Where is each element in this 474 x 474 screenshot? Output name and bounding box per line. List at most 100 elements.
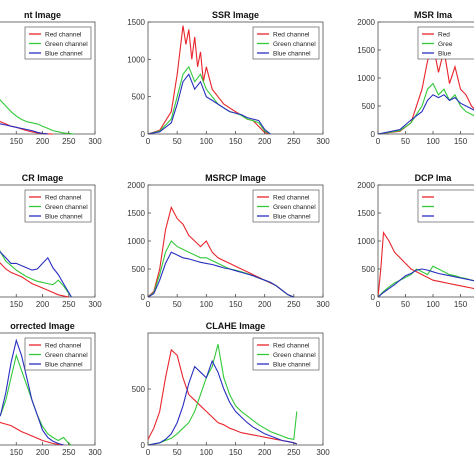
x-tick-label: 200: [36, 137, 50, 146]
x-tick-label: 150: [10, 137, 24, 146]
legend: Red channel Green channel Blue channel: [24, 337, 92, 371]
chart-title: MSRCP Image: [205, 173, 266, 183]
series-blue-line: [0, 250, 72, 298]
x-tick-label: 0: [146, 448, 151, 457]
legend-label: Blue channel: [273, 51, 311, 58]
legend-label: Red channel: [273, 32, 310, 39]
x-tick-label: 50: [401, 300, 410, 309]
x-tick-label: 100: [426, 300, 440, 309]
legend-label: Red: [438, 32, 450, 39]
legend-label: Green channel: [45, 204, 88, 211]
y-tick-label: 1000: [127, 55, 145, 64]
x-tick-label: 150: [229, 300, 243, 309]
legend-label: Red channel: [45, 32, 82, 39]
x-tick-label: 300: [88, 300, 102, 309]
x-tick-label: 250: [287, 448, 301, 457]
series-blue-line: [377, 268, 474, 298]
y-tick-label: 0: [141, 293, 146, 302]
series-blue-line: [147, 359, 297, 446]
y-tick-label: 500: [132, 385, 146, 394]
x-tick-label: 300: [316, 137, 330, 146]
series-green-line: [147, 344, 298, 446]
subplot-7: 150 200 250 300 orrected Image Red channel Gre…: [0, 321, 102, 457]
x-tick-label: 300: [88, 448, 102, 457]
y-tick-label: 1500: [357, 46, 375, 55]
y-tick-label: 500: [132, 93, 146, 102]
x-tick-label: 50: [173, 137, 182, 146]
x-tick-label: 150: [10, 448, 24, 457]
legend-label: Green channel: [45, 352, 88, 359]
legend: Red channel Green channel Blue channel: [24, 26, 92, 60]
series-green-line: [0, 249, 72, 298]
legend-label: Green channel: [45, 41, 88, 48]
x-tick-label: 200: [258, 137, 272, 146]
chart-title: DCP Ima: [415, 173, 453, 183]
x-tick-label: 250: [62, 448, 76, 457]
x-tick-label: 250: [62, 300, 76, 309]
legend-label: Blue: [438, 51, 451, 58]
x-tick-label: 300: [88, 137, 102, 146]
y-tick-label: 2000: [357, 18, 375, 27]
x-tick-label: 150: [454, 300, 468, 309]
y-tick-label: 1500: [127, 209, 145, 218]
chart-title: orrected Image: [10, 321, 75, 331]
y-tick-label: 1500: [127, 18, 145, 27]
x-tick-label: 0: [376, 137, 381, 146]
y-tick-label: 0: [141, 130, 146, 139]
y-tick-label: 500: [362, 265, 376, 274]
subplot-5: 0 50 100 150 200 250 300 0 500 1000 1500 2000 MSRCP …: [127, 173, 330, 309]
series-red-line: [0, 262, 69, 298]
y-tick-label: 2000: [127, 181, 145, 190]
x-tick-label: 100: [200, 448, 214, 457]
series-red-line: [0, 421, 64, 446]
series-green-line: [147, 65, 271, 135]
y-tick-label: 2000: [357, 181, 375, 190]
y-tick-label: 500: [362, 102, 376, 111]
legend: Red channel Green channel Blue channel: [252, 189, 320, 223]
series-green-line: [0, 98, 75, 135]
legend-label: Red channel: [45, 195, 82, 202]
chart-title: MSR Ima: [414, 10, 453, 20]
subplot-2: 0 50 100 150 200 250 300 0 500 1000 1500 SSR Image R…: [127, 10, 330, 146]
legend-label: Blue channel: [45, 51, 83, 58]
chart-title: SSR Image: [212, 10, 259, 20]
y-tick-label: 1000: [127, 237, 145, 246]
x-tick-label: 0: [146, 137, 151, 146]
x-tick-label: 50: [173, 448, 182, 457]
y-tick-label: 0: [141, 441, 146, 450]
x-tick-label: 300: [316, 448, 330, 457]
y-tick-label: 500: [132, 265, 146, 274]
legend-label: Blue channel: [45, 214, 83, 221]
legend-label: Red channel: [45, 343, 82, 350]
x-tick-label: 100: [200, 300, 214, 309]
legend: Red channel Green channel Blue channel: [24, 189, 92, 223]
x-tick-label: 300: [316, 300, 330, 309]
x-tick-label: 100: [200, 137, 214, 146]
legend-label: Red channel: [273, 343, 310, 350]
series-blue-line: [0, 338, 64, 446]
x-tick-label: 200: [258, 300, 272, 309]
y-tick-label: 1000: [357, 74, 375, 83]
series-blue-line: [0, 123, 48, 135]
x-tick-label: 150: [229, 448, 243, 457]
legend-label: Blue channel: [45, 362, 83, 369]
legend-label: Blue channel: [273, 362, 311, 369]
chart-title: CLAHE Image: [206, 321, 266, 331]
series-blue-line: [377, 94, 474, 135]
x-tick-label: 150: [229, 137, 243, 146]
subplot-4: 150 200 250 300 CR Image Red channel Green cha…: [0, 173, 102, 309]
legend-label: Green channel: [273, 41, 316, 48]
y-tick-label: 0: [371, 130, 376, 139]
y-tick-label: 0: [371, 293, 376, 302]
y-tick-label: 1000: [357, 237, 375, 246]
legend-label: Green channel: [273, 204, 316, 211]
series-blue-line: [147, 251, 294, 298]
series-red-line: [147, 348, 297, 445]
legend: Red Gree Blue: [417, 26, 474, 60]
x-tick-label: 50: [401, 137, 410, 146]
legend-label: Blue channel: [273, 214, 311, 221]
x-tick-label: 100: [426, 137, 440, 146]
x-tick-label: 50: [173, 300, 182, 309]
x-tick-label: 250: [62, 137, 76, 146]
